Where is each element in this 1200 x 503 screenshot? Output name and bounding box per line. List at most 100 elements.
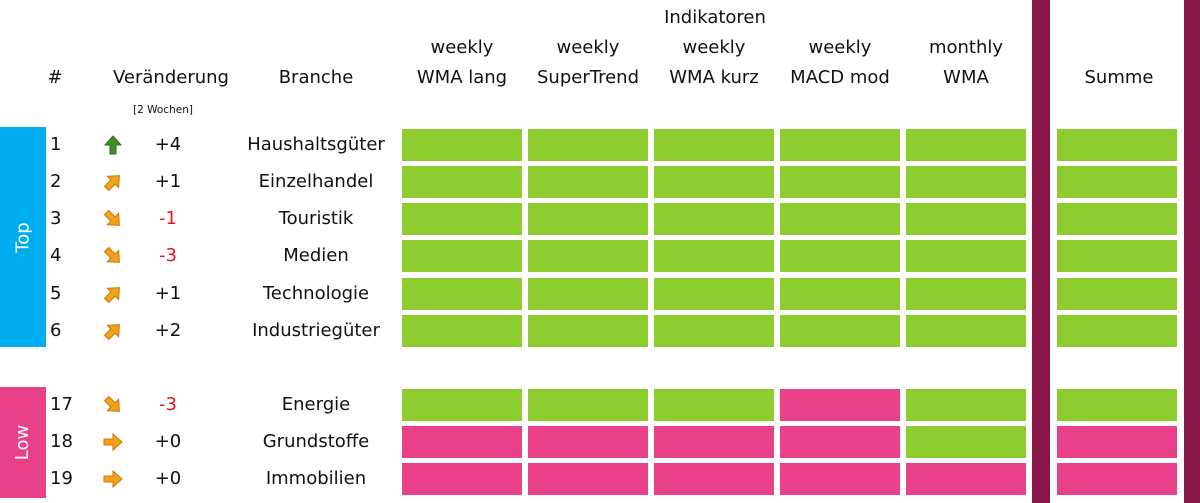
summe-cell-green [1057, 278, 1177, 310]
up-right-icon [102, 320, 124, 342]
column-header-line1: weekly [808, 37, 872, 58]
up-icon [102, 134, 124, 156]
summe-cell-green [1057, 166, 1177, 198]
signal-cell-green [402, 315, 522, 347]
branche-name: Medien [283, 245, 349, 266]
column-header-line1: weekly [682, 37, 746, 58]
branche-name: Technologie [262, 283, 370, 304]
indikatoren-header: Indikatoren [664, 7, 766, 28]
column-header-line1: weekly [430, 37, 494, 58]
separator-bar [1032, 0, 1050, 503]
summe-cell-pink [1057, 426, 1177, 458]
change-header: Veränderung [113, 67, 229, 88]
summe-header: Summe [1084, 67, 1154, 88]
rank-number: 17 [50, 394, 73, 415]
signal-cell-pink [906, 463, 1026, 495]
signal-cell-green [402, 129, 522, 161]
indicator-column-header: monthly WMA [896, 33, 1036, 93]
rank-number: 4 [50, 245, 62, 266]
signal-cell-green [402, 240, 522, 272]
signal-cell-green [528, 203, 648, 235]
table-row: 18 +0 Grundstoffe [0, 426, 1200, 458]
rank-change: +1 [154, 171, 182, 192]
signal-cell-green [528, 240, 648, 272]
rank-number: 6 [50, 320, 62, 341]
down-right-icon [102, 394, 124, 416]
signal-cell-green [654, 389, 774, 421]
signal-cell-green [906, 129, 1026, 161]
signal-cell-green [654, 240, 774, 272]
branche-name: Einzelhandel [258, 171, 374, 192]
rank-number: 3 [50, 208, 62, 229]
branche-name: Energie [281, 394, 351, 415]
signal-cell-green [654, 129, 774, 161]
signal-cell-green [528, 166, 648, 198]
table-row: 3 -1 Touristik [0, 203, 1200, 235]
rank-number: 2 [50, 171, 62, 192]
signal-cell-green [654, 166, 774, 198]
rank-change: -3 [159, 394, 177, 415]
table-row: 2 +1 Einzelhandel [0, 166, 1200, 198]
rank-change: -1 [159, 208, 177, 229]
table-row: 5 +1 Technologie [0, 278, 1200, 310]
table-row: 6 +2 Industriegüter [0, 315, 1200, 347]
table-row: 17 -3 Energie [0, 389, 1200, 421]
signal-cell-green [654, 203, 774, 235]
table-row: 19 +0 Immobilien [0, 463, 1200, 495]
signal-cell-pink [780, 463, 900, 495]
change-subheader: [2 Wochen] [133, 104, 193, 116]
column-header-line2: SuperTrend [537, 67, 639, 88]
table-row: 4 -3 Medien [0, 240, 1200, 272]
signal-cell-green [906, 426, 1026, 458]
signal-cell-pink [402, 426, 522, 458]
signal-cell-green [906, 315, 1026, 347]
signal-cell-green [780, 240, 900, 272]
signal-cell-green [528, 129, 648, 161]
branche-name: Industriegüter [252, 320, 380, 341]
rank-change: +0 [154, 431, 182, 452]
low-group-label: Low [0, 387, 46, 498]
column-header-line1: weekly [556, 37, 620, 58]
signal-cell-green [780, 129, 900, 161]
signal-cell-green [528, 389, 648, 421]
signal-cell-green [402, 278, 522, 310]
signal-cell-green [906, 203, 1026, 235]
column-header-line2: WMA kurz [669, 67, 759, 88]
column-header-line1: monthly [928, 37, 1004, 58]
up-right-icon [102, 283, 124, 305]
signal-cell-green [906, 240, 1026, 272]
signal-cell-green [780, 166, 900, 198]
signal-cell-green [780, 315, 900, 347]
signal-cell-pink [402, 463, 522, 495]
summe-cell-green [1057, 315, 1177, 347]
signal-cell-green [528, 278, 648, 310]
right-icon [102, 468, 124, 490]
summe-cell-pink [1057, 463, 1177, 495]
signal-cell-green [654, 315, 774, 347]
summe-cell-green [1057, 203, 1177, 235]
branche-name: Grundstoffe [262, 431, 370, 452]
signal-cell-pink [528, 463, 648, 495]
signal-cell-green [906, 389, 1026, 421]
signal-cell-green [654, 278, 774, 310]
branche-name: Immobilien [265, 468, 367, 489]
signal-cell-green [906, 278, 1026, 310]
signal-cell-green [780, 203, 900, 235]
signal-cell-green [402, 166, 522, 198]
column-header-line2: WMA lang [416, 67, 508, 88]
indicator-column-header: weekly WMA lang [392, 33, 532, 93]
signal-cell-green [402, 389, 522, 421]
rank-change: +4 [154, 134, 182, 155]
rank-number: 19 [50, 468, 73, 489]
signal-cell-pink [654, 426, 774, 458]
branche-header: Branche [278, 67, 354, 88]
right-icon [102, 431, 124, 453]
rank-change: +1 [154, 283, 182, 304]
rank-change: +0 [154, 468, 182, 489]
down-right-icon [102, 208, 124, 230]
indicator-column-header: weekly SuperTrend [518, 33, 658, 93]
up-right-icon [102, 171, 124, 193]
signal-cell-pink [780, 389, 900, 421]
column-header-line2: WMA [943, 67, 989, 88]
down-right-icon [102, 245, 124, 267]
